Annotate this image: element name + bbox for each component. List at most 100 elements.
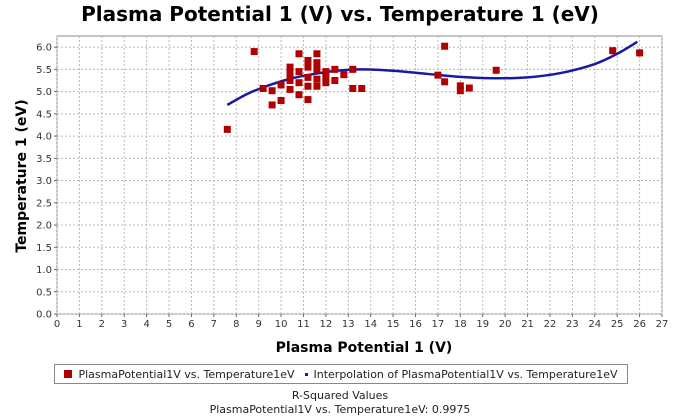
data-point <box>322 79 330 87</box>
x-tick-label: 3 <box>121 319 127 330</box>
data-point <box>304 73 312 81</box>
r-squared-title: R-Squared Values <box>291 389 389 402</box>
data-point <box>295 50 303 58</box>
x-tick-label: 17 <box>432 319 445 330</box>
x-tick-label: 2 <box>99 319 105 330</box>
data-point <box>322 68 330 76</box>
data-point <box>313 59 321 67</box>
data-point <box>349 65 357 73</box>
scatter-points-group <box>223 42 644 133</box>
data-point <box>304 56 312 64</box>
data-point <box>295 68 303 76</box>
y-tick-label: 1.0 <box>36 265 52 276</box>
x-tick-label: 25 <box>611 319 624 330</box>
plot-background <box>56 35 663 315</box>
data-point <box>277 81 285 89</box>
data-point <box>277 96 285 104</box>
x-tick-label: 8 <box>233 319 239 330</box>
data-point <box>609 47 617 55</box>
data-point <box>286 85 294 93</box>
y-tick-label: 0.0 <box>36 310 52 321</box>
x-tick-label: 0 <box>54 319 60 330</box>
data-point <box>304 82 312 90</box>
chart-title: Plasma Potential 1 (V) vs. Temperature 1… <box>81 2 599 26</box>
legend-item-scatter: PlasmaPotential1V vs. Temperature1eV <box>64 367 295 381</box>
y-tick-label: 6.0 <box>36 43 52 54</box>
y-tick-label: 5.5 <box>36 65 52 76</box>
legend-label-curve: Interpolation of PlasmaPotential1V vs. T… <box>313 367 618 381</box>
data-point <box>331 76 339 84</box>
dot-marker-icon <box>304 372 308 376</box>
data-point <box>295 91 303 99</box>
data-point <box>223 125 231 133</box>
data-point <box>636 49 644 57</box>
axes: 0 1 2 3 4 5 6 7 8 9 10 11 12 13 14 15 16 17 18 19 20 21 22 23 24… <box>36 43 668 330</box>
data-point <box>304 96 312 104</box>
data-point <box>304 63 312 71</box>
x-tick-label: 13 <box>342 319 355 330</box>
x-tick-label: 5 <box>166 319 172 330</box>
y-tick-label: 5.0 <box>36 87 52 98</box>
x-tick-label: 14 <box>364 319 377 330</box>
x-tick-label: 21 <box>521 319 534 330</box>
y-tick-label: 0.5 <box>36 287 52 298</box>
data-point <box>313 75 321 83</box>
data-point <box>322 73 330 81</box>
y-tick-label: 4.0 <box>36 132 52 143</box>
data-point <box>286 63 294 71</box>
data-point <box>313 65 321 73</box>
data-point <box>268 87 276 95</box>
x-tick-label: 4 <box>143 319 149 330</box>
x-tick-label: 19 <box>476 319 489 330</box>
legend: PlasmaPotential1V vs. Temperature1eV Int… <box>54 364 628 384</box>
data-point <box>456 82 464 90</box>
legend-item-curve: Interpolation of PlasmaPotential1V vs. T… <box>304 367 618 381</box>
data-point <box>358 84 366 92</box>
interpolation-curve <box>226 40 638 107</box>
x-tick-label: 12 <box>320 319 333 330</box>
data-point <box>340 71 348 79</box>
x-tick-label: 23 <box>566 319 579 330</box>
x-tick-label: 1 <box>76 319 82 330</box>
legend-label-scatter: PlasmaPotential1V vs. Temperature1eV <box>78 367 295 381</box>
x-tick-label: 26 <box>633 319 646 330</box>
y-tick-label: 1.5 <box>36 243 52 254</box>
data-point <box>441 42 449 50</box>
x-tick-label: 7 <box>211 319 217 330</box>
data-point <box>250 48 258 56</box>
y-axis-title: Temperature 1 (eV) <box>14 99 30 252</box>
y-tick-label: 2.5 <box>36 198 52 209</box>
data-point <box>313 50 321 58</box>
x-tick-label: 10 <box>275 319 288 330</box>
data-point <box>349 84 357 92</box>
data-point <box>492 66 500 74</box>
data-point <box>465 84 473 92</box>
y-tick-label: 2.0 <box>36 221 52 232</box>
y-tick-label: 3.5 <box>36 154 52 165</box>
data-point <box>268 101 276 109</box>
data-point <box>456 87 464 95</box>
data-point <box>331 65 339 73</box>
data-point <box>441 78 449 86</box>
x-tick-label: 15 <box>387 319 400 330</box>
x-tick-label: 18 <box>454 319 467 330</box>
data-point <box>259 84 267 92</box>
x-tick-label: 27 <box>656 319 669 330</box>
x-tick-label: 9 <box>255 319 261 330</box>
x-tick-label: 16 <box>409 319 422 330</box>
data-point <box>286 76 294 84</box>
square-marker-icon <box>64 370 73 378</box>
grid-lines <box>56 36 663 315</box>
x-tick-label: 24 <box>588 319 601 330</box>
interpolation-curve-group <box>226 40 638 107</box>
x-axis-title: Plasma Potential 1 (V) <box>276 340 453 356</box>
x-tick-label: 6 <box>188 319 194 330</box>
x-tick-label: 11 <box>297 319 310 330</box>
data-point <box>313 82 321 90</box>
chart-area: 0 1 2 3 4 5 6 7 8 9 10 11 12 13 14 15 16 17 18 19 20 21 22 23 24… <box>14 35 668 356</box>
x-tick-label: 22 <box>544 319 557 330</box>
data-point <box>434 71 442 79</box>
y-tick-label: 3.0 <box>36 176 52 187</box>
x-tick-label: 20 <box>499 319 512 330</box>
y-tick-label: 4.5 <box>36 109 52 120</box>
